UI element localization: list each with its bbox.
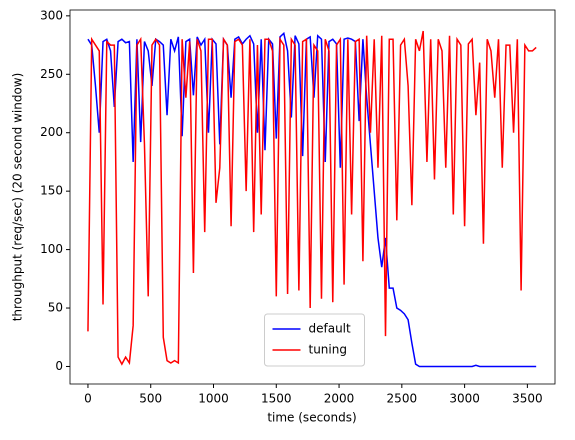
axes-frame [69, 9, 556, 385]
y-axis-label: throughput (req/sec) (20 second window) [11, 73, 25, 322]
x-tick-label: 3000 [449, 392, 480, 406]
y-tick-label: 250 [40, 67, 63, 81]
x-tick-label: 500 [139, 392, 162, 406]
y-tick-label: 200 [40, 125, 63, 139]
legend-label: default [309, 322, 352, 336]
legend-box [264, 313, 365, 367]
x-tick-label: 1500 [261, 392, 292, 406]
y-tick-label: 50 [48, 301, 63, 315]
y-tick-label: 150 [40, 184, 63, 198]
y-tick-label: 0 [55, 359, 63, 373]
line-series [87, 31, 537, 368]
x-tick-label: 2500 [387, 392, 418, 406]
x-tick-label: 0 [84, 392, 92, 406]
x-tick-label: 2000 [324, 392, 355, 406]
x-tick-label: 1000 [198, 392, 229, 406]
legend-label: tuning [309, 343, 347, 357]
x-axis-label: time (seconds) [267, 411, 356, 425]
y-tick-label: 100 [40, 242, 63, 256]
y-tick-label: 300 [40, 8, 63, 22]
line-series [87, 30, 537, 366]
x-tick-label: 3500 [512, 392, 543, 406]
